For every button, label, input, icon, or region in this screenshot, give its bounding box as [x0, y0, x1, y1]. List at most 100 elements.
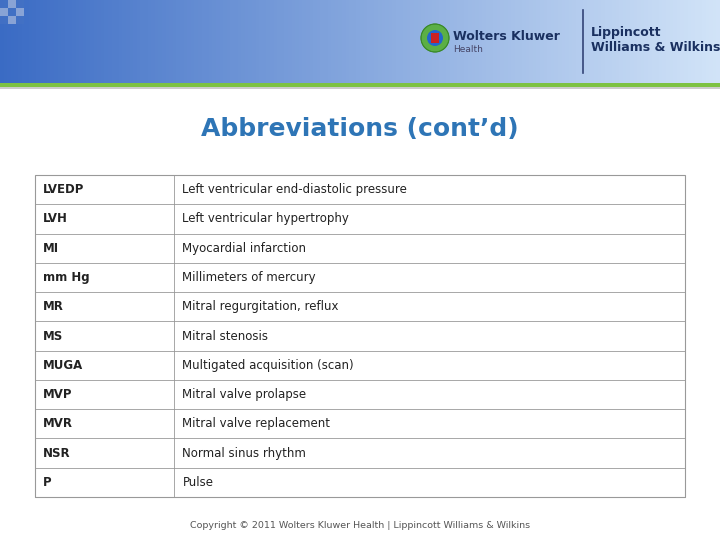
Bar [414, 0, 418, 83]
Bar [644, 0, 648, 83]
Bar [234, 0, 238, 83]
Bar [299, 0, 302, 83]
Bar [130, 0, 133, 83]
Bar [11, 0, 14, 83]
Bar [518, 0, 522, 83]
Text: Abbreviations (cont’d): Abbreviations (cont’d) [201, 117, 519, 141]
Bar [569, 0, 572, 83]
Bar [695, 0, 698, 83]
Bar [652, 0, 655, 83]
Bar [216, 0, 220, 83]
Bar [40, 0, 43, 83]
Bar [194, 0, 198, 83]
Text: Normal sinus rhythm: Normal sinus rhythm [182, 447, 307, 460]
Bar [536, 0, 540, 83]
Bar [684, 0, 688, 83]
Text: Williams & Wilkins: Williams & Wilkins [591, 41, 720, 54]
Bar [504, 0, 508, 83]
Bar [22, 0, 25, 83]
Bar [256, 0, 259, 83]
Bar [486, 0, 490, 83]
Bar [158, 0, 162, 83]
Bar [472, 0, 475, 83]
Bar [274, 0, 277, 83]
Bar [392, 0, 396, 83]
Bar [396, 0, 400, 83]
Bar [166, 0, 169, 83]
Bar [367, 0, 371, 83]
Text: Copyright © 2011 Wolters Kluwer Health | Lippincott Williams & Wilkins: Copyright © 2011 Wolters Kluwer Health |… [190, 521, 530, 530]
Bar [0, 83, 720, 87]
Bar [616, 0, 619, 83]
Bar [248, 0, 252, 83]
Bar [540, 0, 544, 83]
Bar [634, 0, 637, 83]
Bar [601, 0, 605, 83]
Text: Left ventricular hypertrophy: Left ventricular hypertrophy [182, 212, 349, 225]
Bar [94, 0, 97, 83]
Bar [490, 0, 493, 83]
Bar [284, 0, 288, 83]
Bar [515, 0, 518, 83]
Bar [76, 0, 79, 83]
Bar [263, 0, 266, 83]
Bar [277, 0, 281, 83]
Bar [227, 0, 230, 83]
Bar [97, 0, 101, 83]
Bar [115, 0, 119, 83]
Bar [32, 0, 36, 83]
Bar [104, 0, 108, 83]
Bar [310, 0, 313, 83]
Text: Left ventricular end-diastolic pressure: Left ventricular end-diastolic pressure [182, 183, 408, 196]
Bar [655, 0, 659, 83]
Bar [317, 0, 320, 83]
Bar [403, 0, 407, 83]
Text: MVR: MVR [42, 417, 73, 430]
Bar [137, 0, 140, 83]
Text: Mitral stenosis: Mitral stenosis [182, 329, 269, 342]
Bar [176, 0, 180, 83]
Bar [220, 0, 223, 83]
Bar [475, 0, 479, 83]
Bar [238, 0, 241, 83]
Bar [709, 0, 713, 83]
Bar [400, 0, 403, 83]
Bar [374, 0, 378, 83]
Bar [173, 0, 176, 83]
Bar [547, 0, 551, 83]
Bar [155, 0, 158, 83]
Bar [25, 0, 29, 83]
Bar [677, 0, 680, 83]
Bar [292, 0, 295, 83]
Bar [65, 0, 68, 83]
Bar [306, 0, 310, 83]
Bar [356, 0, 360, 83]
Text: MVP: MVP [42, 388, 72, 401]
Bar [90, 0, 94, 83]
Bar [688, 0, 691, 83]
Bar [554, 0, 558, 83]
Bar [162, 0, 166, 83]
Bar [464, 0, 468, 83]
Bar [626, 0, 630, 83]
Bar [8, 16, 16, 24]
Bar [572, 0, 576, 83]
Bar [562, 0, 565, 83]
Bar [184, 0, 187, 83]
Bar [648, 0, 652, 83]
Bar [108, 0, 112, 83]
Bar [421, 0, 425, 83]
Bar [335, 0, 338, 83]
Bar [223, 0, 227, 83]
Bar [83, 0, 86, 83]
Bar [551, 0, 554, 83]
Text: LVEDP: LVEDP [42, 183, 84, 196]
Text: Mitral regurgitation, reflux: Mitral regurgitation, reflux [182, 300, 339, 313]
Bar [702, 0, 706, 83]
Bar [630, 0, 634, 83]
Bar [295, 0, 299, 83]
Bar [29, 0, 32, 83]
Bar [180, 0, 184, 83]
Bar [313, 0, 317, 83]
Bar [101, 0, 104, 83]
